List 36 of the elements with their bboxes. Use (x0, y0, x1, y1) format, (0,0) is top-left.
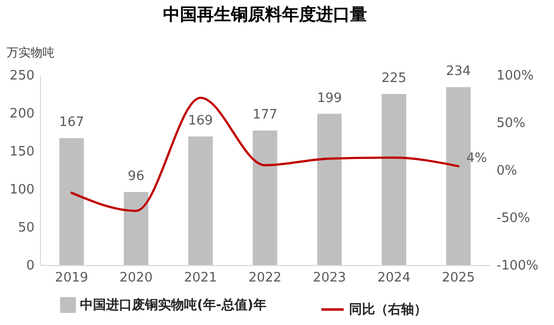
y2-tick-label: 0% (496, 164, 518, 178)
bar (188, 136, 213, 265)
y2-tick-label: 100% (496, 68, 534, 84)
bar (124, 192, 148, 265)
y-axis-title: 万实物吨 (6, 46, 54, 60)
data-label: 234 (446, 64, 471, 80)
data-label: 167 (59, 115, 84, 130)
y2-tick-label: 50% (496, 116, 526, 131)
data-label: 169 (188, 114, 213, 129)
legend-label: 同比（右轴） (349, 302, 427, 318)
legend-label: 中国进口废铜实物吨(年-总值)年 (80, 297, 266, 313)
bar (252, 130, 278, 265)
x-tick-label: 2024 (377, 270, 410, 286)
data-label: 4% (466, 151, 488, 166)
bar (317, 114, 342, 265)
y-tick-label: 0 (26, 258, 34, 274)
y-tick-label: 200 (10, 106, 34, 122)
chart-title: 中国再生铜原料年度进口量 (163, 5, 367, 25)
y-tick-label: 100 (10, 182, 34, 198)
data-label: 225 (382, 71, 406, 86)
bar (382, 94, 406, 265)
data-label: 96 (128, 169, 144, 184)
x-tick-label: 2023 (312, 270, 346, 286)
bar (59, 138, 84, 265)
x-tick-label: 2022 (248, 270, 282, 286)
y2-tick-label: -50% (496, 211, 530, 226)
y-tick-label: 250 (10, 68, 34, 84)
x-tick-label: 2020 (120, 270, 153, 286)
y-tick-label: 50 (18, 220, 34, 236)
y-tick-label: 150 (10, 144, 34, 160)
x-tick-label: 2025 (442, 270, 475, 286)
data-label: 177 (252, 107, 278, 122)
y2-tick-label: -100% (496, 258, 538, 274)
x-tick-label: 2021 (184, 270, 218, 286)
data-label: 199 (317, 90, 342, 106)
x-tick-label: 2019 (55, 270, 88, 286)
